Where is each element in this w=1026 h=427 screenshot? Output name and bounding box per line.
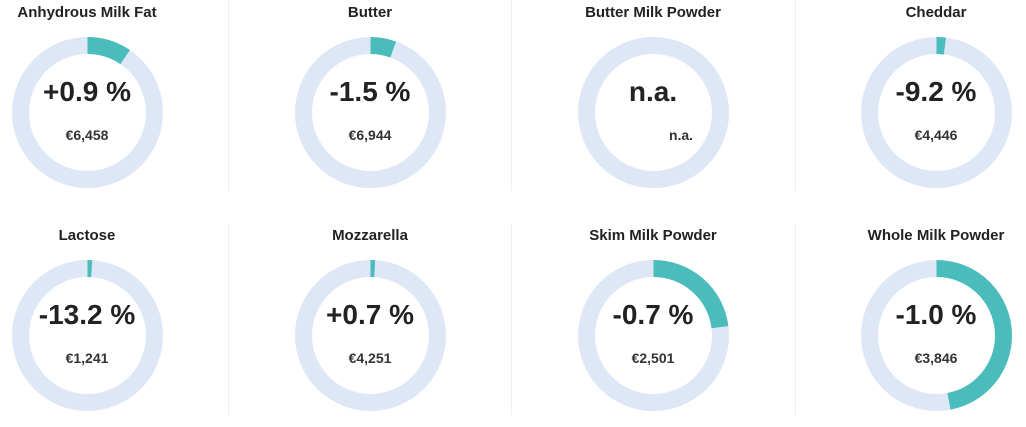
donut-track bbox=[860, 36, 1012, 188]
donut-chart bbox=[11, 259, 163, 411]
donut-fill-arc bbox=[294, 36, 446, 188]
column-divider bbox=[228, 0, 229, 191]
donut-chart bbox=[294, 36, 446, 188]
price-value: n.a. bbox=[668, 127, 694, 143]
change-percent: -13.2 % bbox=[38, 299, 136, 330]
donut-track bbox=[294, 36, 446, 188]
donut-fill-arc bbox=[860, 259, 1012, 411]
change-percent: +0.9 % bbox=[43, 76, 131, 107]
donut-card-butter: Butter -1.5 % €6,944 bbox=[242, 0, 498, 200]
column-divider bbox=[511, 0, 512, 191]
donut-card-lactose: Lactose -13.2 % €1,241 bbox=[0, 223, 215, 423]
price-value: €4,446 bbox=[914, 127, 958, 143]
price-value: €3,846 bbox=[914, 350, 958, 366]
price-value: €1,241 bbox=[65, 350, 109, 366]
donut-title: Lactose bbox=[58, 227, 116, 244]
donut-chart bbox=[11, 36, 163, 188]
donut-fill-arc bbox=[294, 259, 446, 411]
donut-card-anhydrous-milk-fat: Anhydrous Milk Fat +0.9 % €6,458 bbox=[0, 0, 215, 200]
donut-title: Whole Milk Powder bbox=[867, 227, 1005, 244]
change-percent: -1.0 % bbox=[895, 299, 977, 330]
price-value: €6,458 bbox=[65, 127, 109, 143]
donut-title: Mozzarella bbox=[332, 227, 408, 244]
donut-card-cheddar: Cheddar -9.2 % €4,446 bbox=[808, 0, 1026, 200]
change-percent: -0.7 % bbox=[612, 299, 694, 330]
donut-card-mozzarella: Mozzarella +0.7 % €4,251 bbox=[242, 223, 498, 423]
donut-track bbox=[11, 259, 163, 411]
donut-title: Butter bbox=[347, 4, 393, 21]
donut-chart bbox=[860, 36, 1012, 188]
price-value: €2,501 bbox=[631, 350, 675, 366]
donut-title: Cheddar bbox=[905, 4, 967, 21]
donut-title: Anhydrous Milk Fat bbox=[17, 4, 157, 21]
column-divider bbox=[795, 224, 796, 415]
donut-title: Butter Milk Powder bbox=[585, 4, 721, 21]
donut-track bbox=[11, 36, 163, 188]
donut-fill-arc bbox=[11, 36, 163, 188]
donut-chart bbox=[577, 259, 729, 411]
donut-chart bbox=[577, 36, 729, 188]
donut-fill-arc bbox=[577, 259, 729, 411]
change-percent: -9.2 % bbox=[895, 76, 977, 107]
donut-card-whole-milk-powder: Whole Milk Powder -1.0 % €3,846 bbox=[808, 223, 1026, 423]
donut-fill-arc bbox=[860, 36, 1012, 188]
donut-card-butter-milk-powder: Butter Milk Powder n.a. n.a. bbox=[525, 0, 781, 200]
donut-track bbox=[294, 259, 446, 411]
donut-fill-arc bbox=[11, 259, 163, 411]
change-percent: -1.5 % bbox=[329, 76, 411, 107]
change-percent: +0.7 % bbox=[326, 299, 414, 330]
column-divider bbox=[795, 0, 796, 191]
change-percent: n.a. bbox=[628, 76, 678, 107]
donut-chart bbox=[294, 259, 446, 411]
donut-title: Skim Milk Powder bbox=[589, 227, 717, 244]
donut-track bbox=[577, 36, 729, 188]
donut-card-skim-milk-powder: Skim Milk Powder -0.7 % €2,501 bbox=[525, 223, 781, 423]
column-divider bbox=[511, 224, 512, 415]
price-value: €6,944 bbox=[348, 127, 392, 143]
price-value: €4,251 bbox=[348, 350, 392, 366]
donut-chart bbox=[860, 259, 1012, 411]
column-divider bbox=[228, 224, 229, 415]
